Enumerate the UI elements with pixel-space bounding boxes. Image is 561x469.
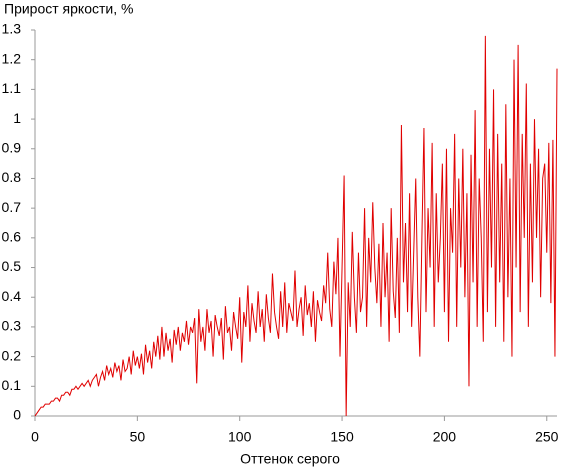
y-axis-title: Прирост яркости, % <box>4 1 133 17</box>
y-tick-label: 1.3 <box>2 21 22 37</box>
y-tick-label: 0.8 <box>2 169 22 185</box>
y-tick-label: 1 <box>13 110 21 126</box>
y-tick-label: 0.3 <box>2 318 22 334</box>
x-tick-label: 250 <box>535 429 559 445</box>
y-tick-label: 0.2 <box>2 347 22 363</box>
x-tick-label: 0 <box>31 429 39 445</box>
x-axis-title: Оттенок серого <box>240 451 340 467</box>
y-tick-label: 0.5 <box>2 258 22 274</box>
y-tick-label: 0.1 <box>2 377 22 393</box>
x-tick-label: 200 <box>433 429 457 445</box>
x-tick-label: 100 <box>228 429 252 445</box>
y-tick-label: 0.7 <box>2 199 22 215</box>
x-tick-label: 150 <box>330 429 354 445</box>
y-tick-label: 0 <box>13 407 21 423</box>
y-tick-label: 0.6 <box>2 229 22 245</box>
y-tick-label: 0.9 <box>2 139 22 155</box>
x-tick-label: 50 <box>130 429 146 445</box>
y-tick-label: 0.4 <box>2 288 22 304</box>
y-tick-label: 1.2 <box>2 50 22 66</box>
y-tick-label: 1.1 <box>2 80 22 96</box>
data-line <box>34 35 558 417</box>
